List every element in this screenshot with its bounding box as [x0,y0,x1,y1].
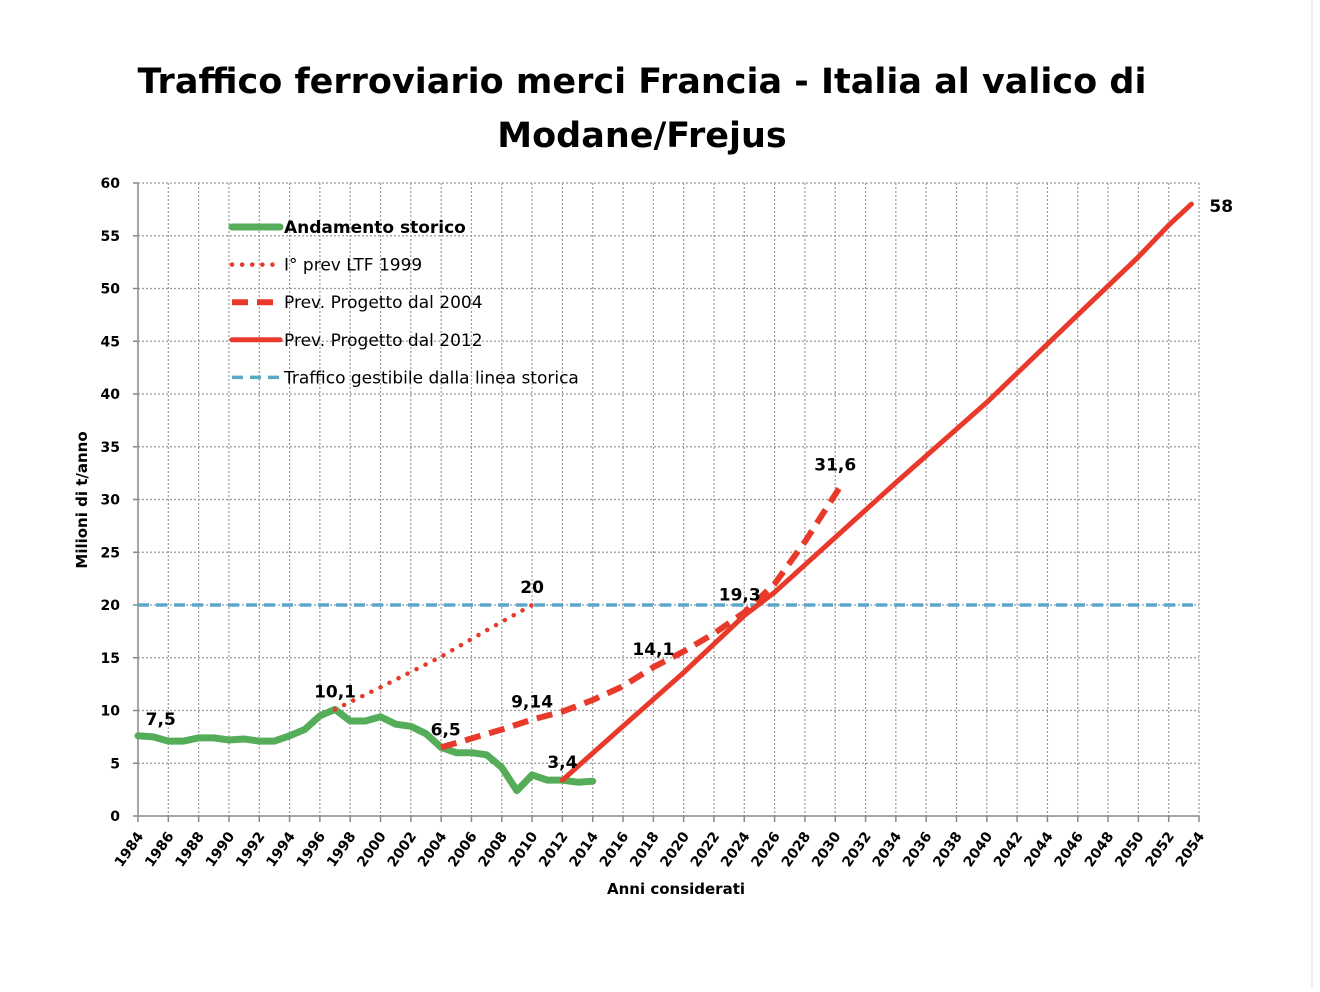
legend-label: Andamento storico [284,218,466,238]
data-label: 7,5 [146,710,176,730]
data-label: 9,14 [511,693,553,713]
y-tick-label: 55 [101,229,120,245]
y-tick-label: 40 [101,387,121,403]
legend-label: I° prev LTF 1999 [284,256,422,276]
y-axis-label: Milioni di t/anno [73,431,91,568]
y-tick-label: 5 [110,756,120,772]
legend: Andamento storico I° prev LTF 1999 Prev. P… [228,218,579,388]
data-label: 58 [1209,197,1233,217]
series-group [134,201,1199,795]
series-line-3 [559,201,1194,783]
legend-label: Prev. Progetto dal 2004 [284,293,483,313]
series-line-2 [440,480,846,751]
y-tick-label: 50 [101,282,121,298]
y-tick-label: 15 [101,651,120,667]
chart-title-line-1: Traffico ferroviario merci Francia - Ita… [138,62,1147,102]
data-label: 10,1 [314,682,356,702]
y-tick-label: 30 [101,493,121,509]
x-axis-label: Anni considerati [607,880,745,898]
legend-label: Traffico gestibile dalla linea storica [283,368,579,388]
data-label: 6,5 [431,720,461,740]
y-tick-label: 20 [101,598,121,614]
data-label: 3,4 [547,753,577,773]
data-label: 20 [520,578,544,598]
legend-label: Prev. Progetto dal 2012 [284,331,483,351]
y-tick-label: 25 [101,545,120,561]
data-label: 19,3 [719,585,761,605]
data-label: 14,1 [632,640,674,660]
gridlines [138,182,1200,816]
chart-title-line-2: Modane/Frejus [497,116,786,156]
y-tick-label: 0 [110,809,120,825]
y-tick-label: 35 [101,440,120,456]
data-labels: 7,5 10,1 6,5 3,4 9,14 14,1 19,3 20 31,6 58 [146,197,1233,773]
y-tick-label: 45 [101,334,120,350]
y-tick-label: 60 [101,176,121,192]
y-tick-label: 10 [101,704,121,720]
series-line-0 [134,705,597,795]
data-label: 31,6 [814,456,856,476]
